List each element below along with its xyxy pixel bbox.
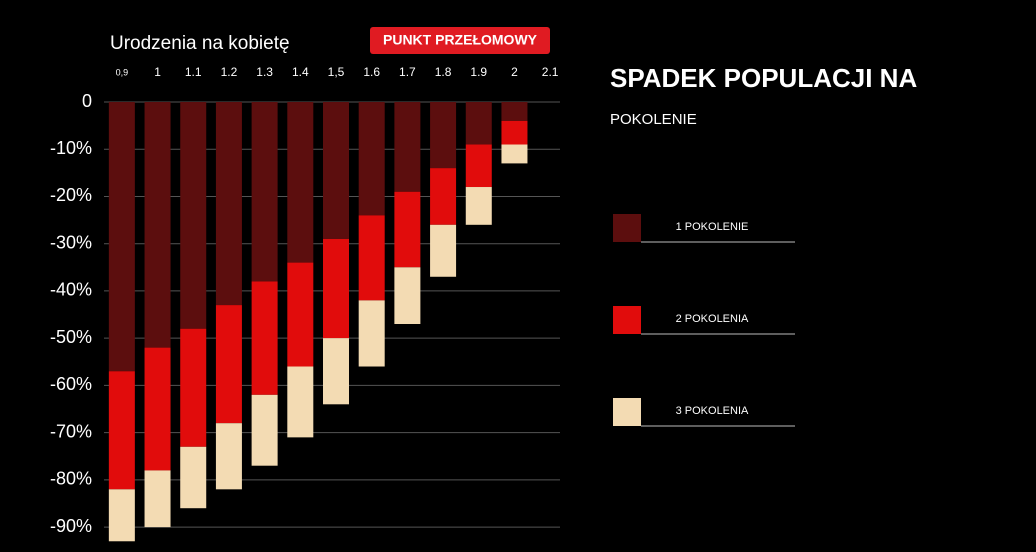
y-tick-label: -30%	[50, 232, 92, 252]
bar-segment	[144, 470, 171, 528]
bar-segment	[358, 300, 385, 367]
bar-segment	[215, 102, 242, 306]
bar-segment	[215, 423, 242, 490]
bar-segment	[394, 191, 421, 268]
bar-segment	[323, 238, 349, 339]
bar-segment	[465, 102, 492, 145]
x-tick-label: 1.6	[363, 65, 380, 79]
bar-segment	[430, 102, 457, 169]
x-tick-label: 1.9	[470, 65, 487, 79]
bar-segment	[501, 102, 528, 121]
legend-swatch	[613, 306, 641, 334]
annotation: PUNKT PRZEŁOMOWY	[383, 32, 538, 48]
chart-title: SPADEK POPULACJI NA	[610, 63, 917, 93]
x-tick-label: 1.4	[292, 65, 309, 79]
bar-segment	[394, 102, 421, 192]
bar-segment	[501, 144, 528, 164]
y-tick-label: -50%	[50, 327, 92, 347]
legend-swatch	[613, 398, 641, 426]
y-tick-label: -40%	[50, 280, 92, 300]
bar-segment	[180, 328, 207, 447]
bar-segment	[287, 102, 314, 263]
bar-segment	[108, 489, 135, 542]
bar-segment	[287, 262, 314, 367]
bar-segment	[180, 446, 207, 509]
x-tick-label: 1,5	[328, 65, 345, 79]
bar-segment	[251, 281, 278, 395]
bar-segment	[430, 168, 457, 225]
bar-segment	[323, 102, 349, 239]
y-tick-label: -60%	[50, 374, 92, 394]
x-axis-label: Urodzenia na kobietę	[110, 33, 290, 54]
bar-segment	[323, 338, 349, 405]
bar-segment	[180, 102, 207, 329]
x-tick-label: 1.1	[185, 65, 202, 79]
y-tick-label: -80%	[50, 469, 92, 489]
bar-segment	[501, 120, 528, 145]
bar-segment	[358, 102, 385, 216]
bar-segment	[430, 224, 457, 277]
legend-label: 1 POKOLENIE	[676, 221, 749, 233]
x-tick-label: 1	[154, 65, 161, 79]
y-tick-label: 0	[82, 91, 92, 111]
x-tick-label: 2.1	[542, 65, 559, 79]
bar-segment	[465, 144, 492, 188]
bar-segment	[144, 347, 171, 471]
bar-segment	[358, 215, 385, 301]
x-tick-label: 1.7	[399, 65, 416, 79]
y-tick-label: -90%	[50, 516, 92, 536]
bar-segment	[108, 371, 135, 490]
x-tick-label: 1.8	[435, 65, 452, 79]
bar-segment	[465, 187, 492, 225]
bar-segment	[108, 102, 135, 372]
bar-segment	[251, 102, 278, 282]
bar-segment	[287, 366, 314, 438]
y-tick-label: -10%	[50, 138, 92, 158]
bar-segment	[251, 394, 278, 466]
y-tick-label: -20%	[50, 185, 92, 205]
legend-label: 2 POKOLENIA	[676, 313, 749, 325]
bar-segment	[394, 267, 421, 324]
legend-label: 3 POKOLENIA	[676, 405, 749, 417]
x-tick-label: 0,9	[116, 67, 129, 77]
x-tick-label: 1.2	[221, 65, 238, 79]
chart-subtitle: POKOLENIE	[610, 111, 697, 128]
legend-swatch	[613, 214, 641, 242]
x-tick-label: 2	[511, 65, 518, 79]
bar-segment	[215, 305, 242, 424]
y-tick-label: -70%	[50, 421, 92, 441]
bar-segment	[144, 102, 171, 348]
x-tick-label: 1.3	[256, 65, 273, 79]
annotation-box	[370, 27, 550, 54]
